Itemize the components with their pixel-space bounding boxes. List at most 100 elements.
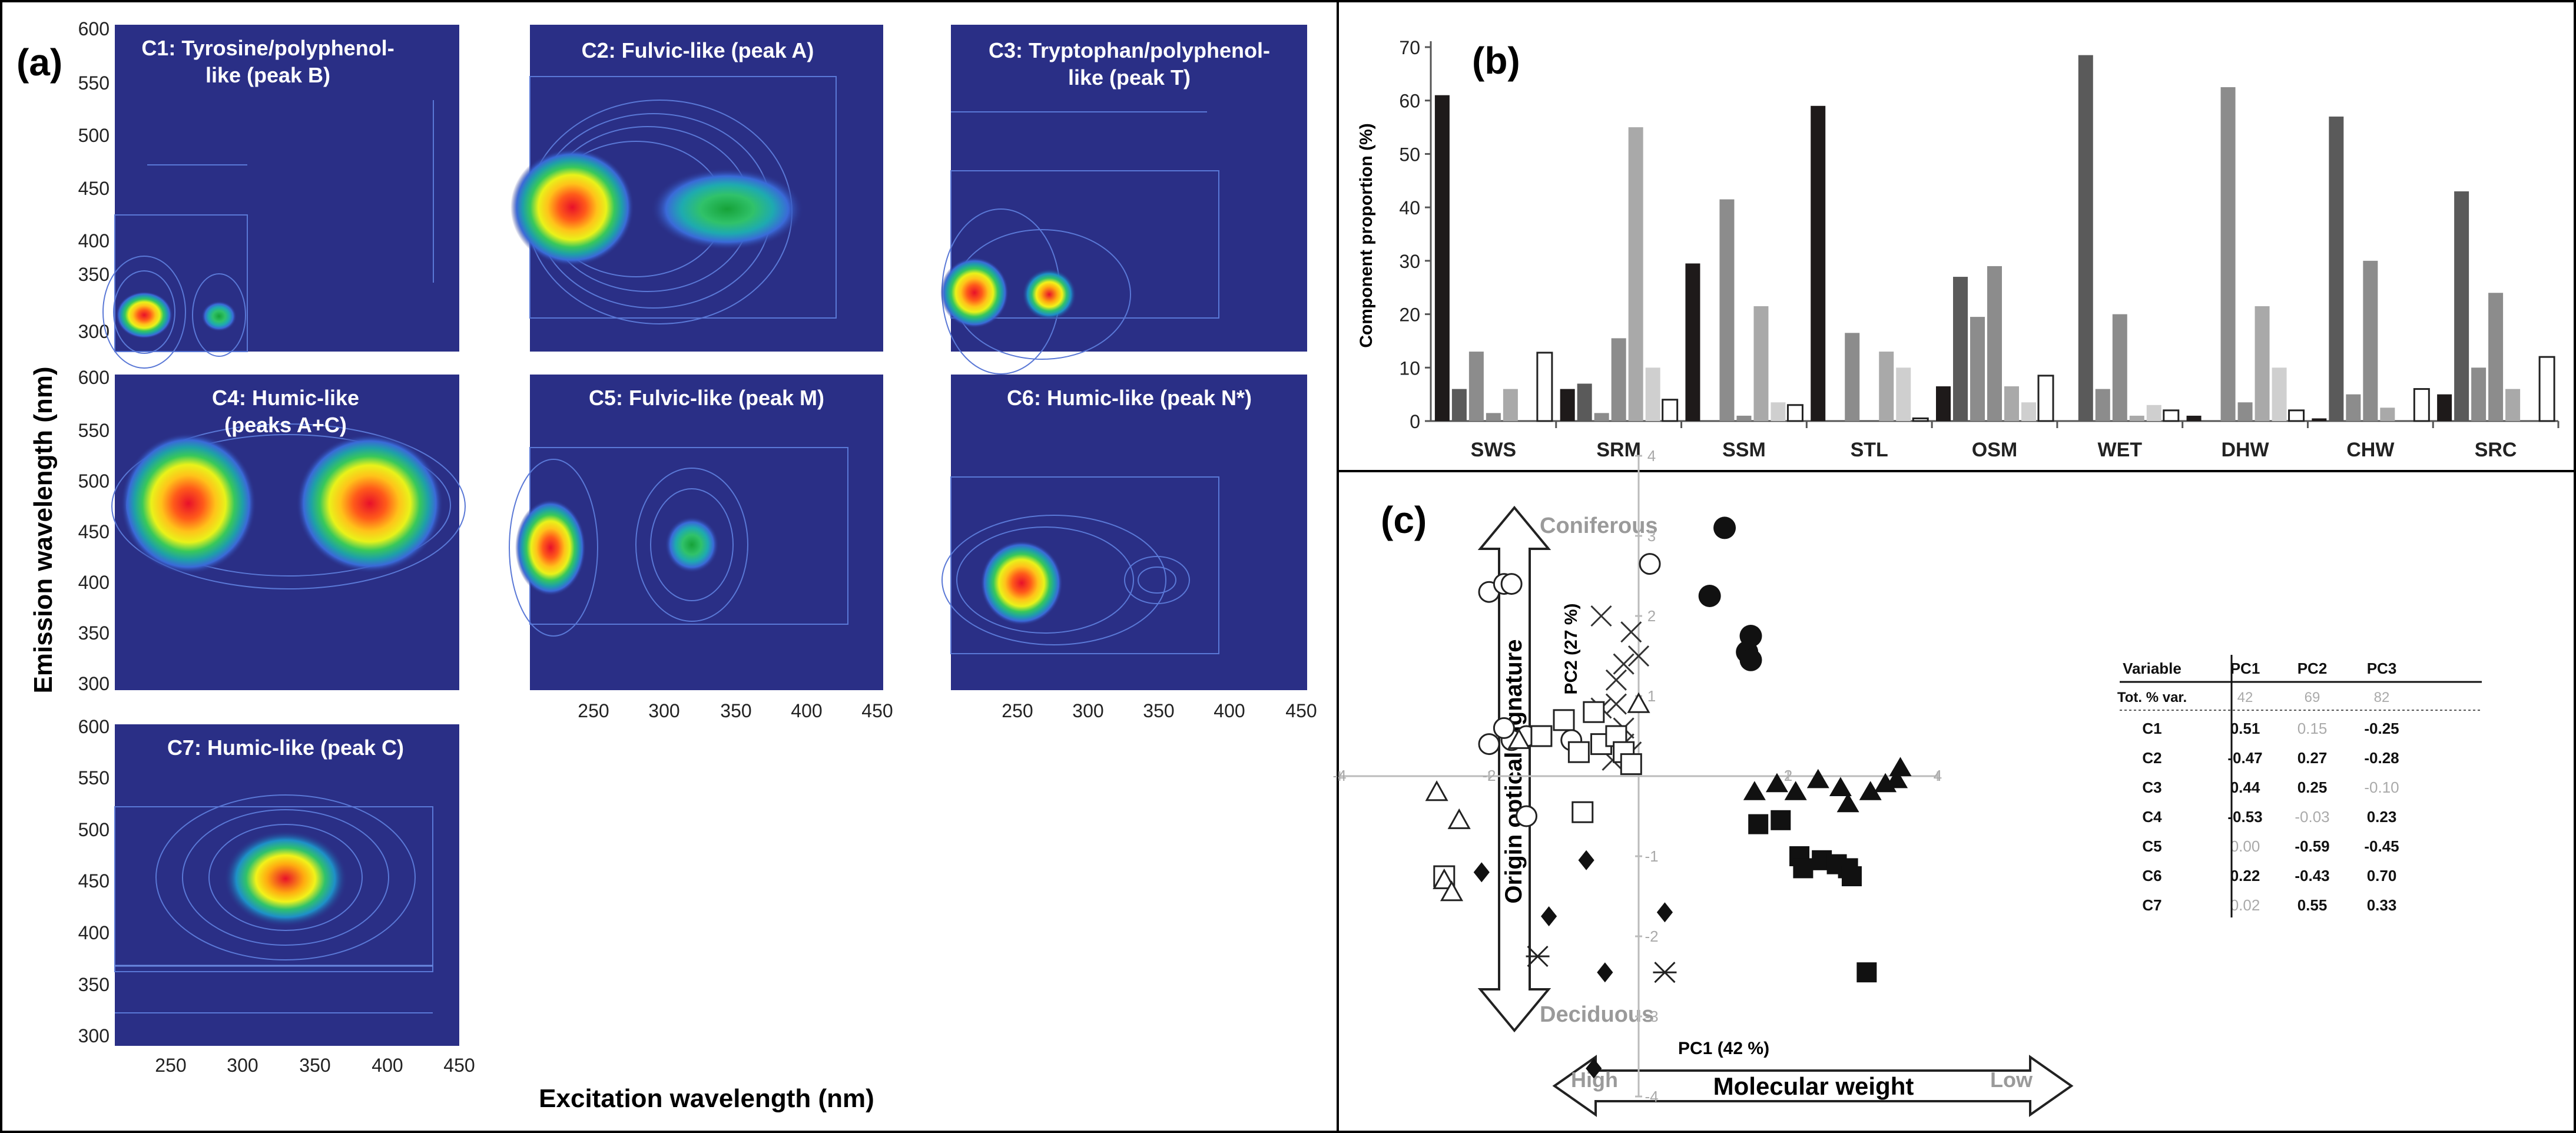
- table-cell: C3: [2142, 778, 2161, 796]
- x-tick: 250: [578, 700, 609, 721]
- x-tick: 300: [227, 1055, 258, 1076]
- x-tick: 350: [1143, 700, 1174, 721]
- bar-ssm-c3: [1719, 199, 1735, 421]
- bar-srm-c4: [1611, 338, 1626, 421]
- y-tick: 450: [78, 178, 110, 199]
- table-totvar-cell: 82: [2374, 690, 2390, 705]
- contour: [182, 809, 389, 946]
- peak-c1-secondary: [201, 301, 237, 332]
- y-tick: 600: [78, 18, 110, 39]
- molecular-weight-label: Molecular weight: [1713, 1072, 1914, 1100]
- scatter-point-cross: [1620, 621, 1642, 643]
- scatter-point-filled-triangle: [1829, 777, 1852, 796]
- peak-c5-main: [515, 499, 586, 596]
- bar-osm-c5: [2004, 386, 2019, 421]
- scatter-point-filled-triangle: [1806, 768, 1829, 789]
- peak-c2-secondary: [651, 168, 804, 250]
- origin-arrow: Origin optical signature Coniferous Deci…: [1477, 505, 1658, 1033]
- bar-wet-c2: [2078, 55, 2093, 422]
- panel-a: (a) Emission wavelength (nm) Excitation …: [16, 18, 1317, 1113]
- scatter-point-open-triangle: [1447, 808, 1471, 829]
- bar-osm-c3: [1970, 317, 1985, 421]
- contour: [102, 256, 186, 369]
- peak-c4-c: [296, 434, 443, 573]
- panel-a-ylabel: Emission wavelength (nm): [29, 367, 58, 694]
- bar-dhw-c3: [2220, 87, 2236, 422]
- bar-stl-c6: [1896, 367, 1911, 421]
- table-cell: -0.59: [2295, 837, 2329, 855]
- bar-src-c3: [2471, 367, 2487, 421]
- y-tick: 350: [78, 974, 110, 995]
- scatter-axes: -4 -2 2 4 -4 -3 -2 -1 1 2 3 4: [1332, 447, 1942, 1105]
- table-header-cell: PC3: [2367, 660, 2397, 677]
- scatter-point-open-triangle: [1440, 880, 1464, 902]
- y-tick: 600: [78, 716, 110, 737]
- scatter-y-tick-label: -2: [1645, 927, 1658, 945]
- bar-src-c4: [2488, 293, 2504, 421]
- scatter-y-tick-label: 3: [1647, 527, 1656, 545]
- bar-y-tick-label: 0: [1410, 411, 1420, 432]
- bar-chw-c1: [2312, 418, 2327, 421]
- scatter-x-tick-label: 4: [1934, 767, 1942, 784]
- scatter-point-filled-square: [1793, 858, 1814, 879]
- table-cell: C2: [2142, 749, 2161, 767]
- scatter-point-open-triangle: [1507, 728, 1531, 749]
- double-arrow-vertical-icon: [1477, 505, 1551, 1033]
- bar-stl-c1: [1811, 105, 1826, 422]
- bar-dhw-c1: [2186, 415, 2202, 421]
- bar-chw-c2: [2329, 116, 2344, 421]
- bar-wet-c5: [2129, 415, 2144, 421]
- y-tick: 450: [78, 521, 110, 542]
- eem-map-c2: C2: Fulvic-like (peak A): [510, 25, 883, 352]
- table-cell: -0.43: [2295, 867, 2329, 884]
- bar-dhw-c5: [2255, 306, 2270, 421]
- bar-y-tick-label: 10: [1399, 357, 1420, 379]
- table-cell: -0.28: [2364, 749, 2399, 767]
- bar-category-label: OSM: [1972, 439, 2017, 461]
- scatter-point-filled-diamond: [1541, 906, 1557, 926]
- bar-srm-c5: [1628, 127, 1643, 422]
- scatter-y-tick-label: -1: [1645, 847, 1658, 865]
- scatter-x-tick-label: -2: [1482, 767, 1496, 784]
- contour: [635, 468, 748, 622]
- map-title-c5: C5: Fulvic-like (peak M): [589, 386, 824, 410]
- table-cell: 0.02: [2230, 896, 2260, 914]
- scatter-point-filled-diamond: [1578, 850, 1594, 870]
- map-title-c2: C2: Fulvic-like (peak A): [582, 38, 814, 62]
- eem-map-c5: C5: Fulvic-like (peak M) 250 300 350 400…: [509, 375, 893, 721]
- scatter-point-filled-diamond: [1597, 962, 1613, 983]
- scatter-point-cross: [1590, 605, 1612, 627]
- scatter-point-cross: [1627, 645, 1650, 667]
- scatter-y-tick-label: 2: [1647, 607, 1656, 625]
- y-ticks-row2: 600 550 500 450 400 350 300: [78, 367, 110, 694]
- eem-map-c4: C4: Humic-like (peaks A+C): [111, 375, 466, 690]
- x-tick: 450: [861, 700, 893, 721]
- x-tick: 400: [372, 1055, 403, 1076]
- bar-y-tick-label: 30: [1399, 251, 1420, 272]
- y-tick: 600: [78, 367, 110, 388]
- bar-wet-c4: [2112, 314, 2127, 421]
- bar-dhw-c4: [2237, 402, 2253, 421]
- table-header-cell: PC2: [2297, 660, 2328, 677]
- table-totvar-cell: Tot. % var.: [2117, 690, 2187, 705]
- scatter-point-filled-triangle: [1765, 773, 1788, 793]
- origin-arrow-label: Origin optical signature: [1501, 640, 1527, 904]
- eem-map-c1: C1: Tyrosine/polyphenol- like (peak B): [102, 25, 459, 369]
- x-tick: 350: [299, 1055, 330, 1076]
- map-title-c1-line2: like (peak B): [205, 63, 330, 87]
- scatter-y-tick-label: 4: [1647, 447, 1656, 465]
- scatter-point-open-triangle: [1425, 780, 1448, 801]
- bar-y-tick-label: 20: [1399, 304, 1420, 326]
- scatter-point-filled-triangle: [1743, 781, 1766, 800]
- bar-srm-c6: [1645, 367, 1660, 421]
- contour: [950, 170, 1219, 319]
- bar-category-label: SWS: [1471, 439, 1516, 461]
- y-tick: 350: [78, 622, 110, 644]
- bar-osm-c4: [1987, 266, 2002, 421]
- scatter-point-open-square: [1530, 725, 1553, 747]
- scatter-point-filled-square: [1748, 814, 1769, 834]
- scatter-point-cross: [1613, 653, 1635, 675]
- bar-category-label: CHW: [2346, 439, 2395, 461]
- bar-y-tick-label: 60: [1399, 91, 1420, 112]
